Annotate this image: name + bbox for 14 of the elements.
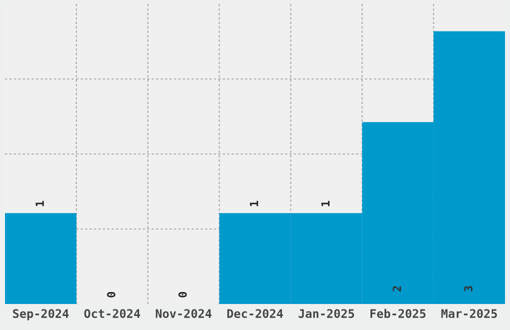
x-tick-label: Jan-2025: [298, 309, 354, 318]
x-tick-label: Mar-2025: [441, 309, 497, 318]
data-label: 1: [250, 200, 258, 206]
data-label: 0: [106, 292, 116, 298]
x-tick-label: Oct-2024: [84, 309, 140, 318]
data-label: 0: [178, 292, 187, 298]
data-label: 1: [321, 200, 330, 206]
data-label: 2: [392, 286, 401, 292]
x-tick-label: Nov-2024: [156, 309, 212, 318]
data-label: 1: [36, 200, 44, 206]
x-tick-label: Sep-2024: [13, 309, 69, 320]
data-label: 3: [464, 286, 473, 292]
x-tick-label: Feb-2025: [370, 308, 426, 318]
x-tick-label: Dec-2024: [227, 309, 283, 318]
